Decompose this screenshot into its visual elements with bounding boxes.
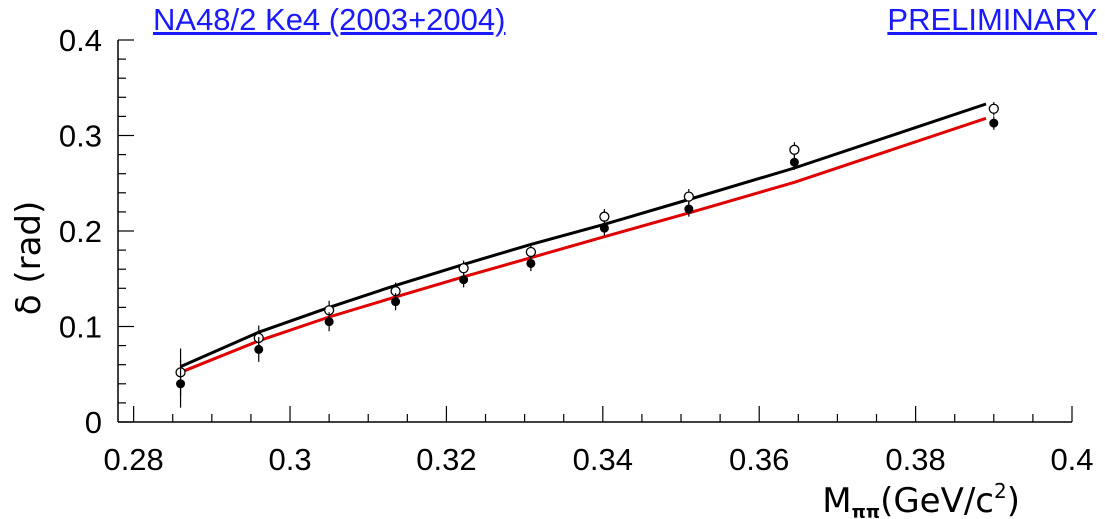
y-tick-label: 0.1 <box>59 310 102 345</box>
x-axis-label-close: ) <box>1007 481 1020 519</box>
data-points <box>175 102 999 408</box>
x-axis-label: Mππ(GeV/c2) <box>822 479 1020 519</box>
x-axis-label-sub: ππ <box>852 502 880 519</box>
x-tick-label: 0.36 <box>729 442 789 477</box>
black-curve <box>179 102 987 368</box>
filled-circle-point <box>789 157 799 167</box>
x-tick-label: 0.34 <box>573 442 633 477</box>
y-tick-label: 0 <box>85 405 102 440</box>
filled-circle-point <box>176 379 186 389</box>
model-curves <box>179 102 987 374</box>
filled-circle-point <box>684 204 694 214</box>
open-circle-point <box>525 246 537 258</box>
x-tick-label: 0.4 <box>1050 442 1093 477</box>
filled-circle-point <box>459 275 469 285</box>
x-tick-label: 0.38 <box>885 442 945 477</box>
tick-labels: 0.28 0.3 0.32 0.34 0.36 0.38 0.4 0 0.1 0.2 0.3 0.4 <box>59 23 1094 477</box>
open-circle-point <box>458 263 469 274</box>
chart-title-left: NA48/2 Ke4 (2003+2004) <box>153 2 506 37</box>
open-circle-point <box>599 211 610 222</box>
x-tick-label: 0.32 <box>416 442 476 477</box>
filled-circle-point <box>599 223 609 233</box>
open-circle-point <box>683 191 694 202</box>
open-circle-point <box>789 144 800 155</box>
plot-axes <box>117 39 1073 423</box>
filled-circle-point <box>324 317 334 327</box>
x-tick-label: 0.28 <box>103 442 163 477</box>
y-tick-label: 0.4 <box>59 23 102 58</box>
x-tick-label: 0.3 <box>268 442 311 477</box>
x-axis-label-main: M <box>822 481 851 519</box>
y-tick-label: 0.3 <box>59 119 102 154</box>
x-axis-label-sup: 2 <box>994 479 1007 503</box>
x-axis-label-unit: (GeV/c <box>880 481 994 519</box>
red-curve <box>180 116 987 374</box>
y-tick-label: 0.2 <box>59 214 102 249</box>
open-circle-point <box>988 103 999 114</box>
filled-circle-point <box>526 258 536 268</box>
filled-circle-point <box>254 344 264 354</box>
chart-title-right: PRELIMINARY <box>887 2 1097 37</box>
filled-circle-point <box>989 118 999 128</box>
y-axis-label: δ (rad) <box>9 201 49 316</box>
filled-circle-point <box>391 297 401 307</box>
